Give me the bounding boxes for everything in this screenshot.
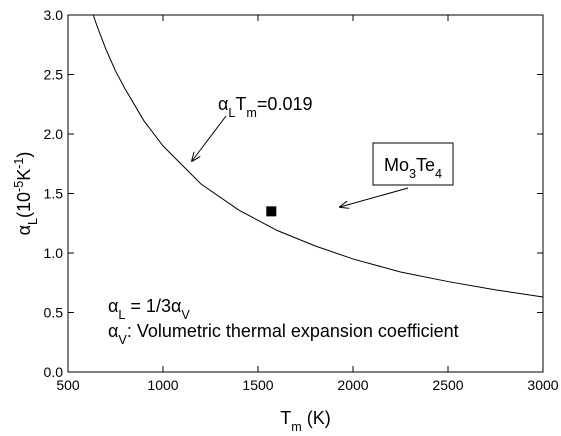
- annotation: αV: Volumetric thermal expansion coeffic…: [108, 321, 459, 347]
- text-part: T: [235, 94, 246, 114]
- x-tick-label: 2500: [432, 377, 463, 393]
- text-part: K: [14, 169, 34, 181]
- y-tick-label: 0.0: [44, 364, 64, 380]
- y-tick-label: 0.5: [44, 305, 64, 321]
- text-part: Mo: [384, 155, 409, 175]
- annotation: αLTm=0.019: [218, 94, 312, 120]
- text-part: L: [118, 308, 125, 322]
- text-part: α: [108, 296, 118, 316]
- x-tick-label: 3000: [527, 377, 558, 393]
- scatter-point: [266, 206, 277, 217]
- x-tick-label: 500: [56, 377, 80, 393]
- text-part: α: [218, 94, 228, 114]
- annotation: αL = 1/3αV: [108, 296, 190, 322]
- point-label: Mo3Te4: [384, 155, 442, 181]
- y-tick-label: 1.5: [44, 186, 64, 202]
- y-tick-label: 3.0: [44, 7, 64, 23]
- text-part: m: [291, 420, 302, 434]
- text-part: Te: [416, 155, 435, 175]
- y-tick-label: 2.5: [44, 67, 64, 83]
- text-part: 3: [409, 167, 416, 181]
- arrow: [192, 115, 227, 161]
- text-part: L: [228, 106, 235, 120]
- text-part: : Volumetric thermal expansion coefficie…: [127, 321, 459, 341]
- text-part: ): [14, 152, 34, 158]
- text-part: (K): [302, 408, 331, 428]
- text-part: V: [181, 308, 190, 322]
- text-part: 4: [435, 167, 442, 181]
- text-part: -5: [12, 181, 26, 192]
- label-box: [372, 142, 454, 186]
- text-part: α: [14, 225, 34, 235]
- text-part: = 1/3α: [125, 296, 181, 316]
- line: [92, 14, 544, 298]
- text-part: T: [280, 408, 291, 428]
- text-part: (10: [14, 192, 34, 218]
- x-tick-label: 2000: [337, 377, 368, 393]
- text-part: =0.019: [257, 94, 313, 114]
- x-tick-label: 1000: [147, 377, 178, 393]
- text-part: m: [246, 106, 257, 120]
- x-axis-label: Tm (K): [280, 408, 331, 434]
- arrow: [340, 187, 409, 207]
- plot-frame: [67, 14, 544, 373]
- y-tick-label: 1.0: [44, 245, 64, 261]
- text-part: -1: [12, 158, 26, 169]
- x-tick-label: 1500: [242, 377, 273, 393]
- y-tick-label: 2.0: [44, 126, 64, 142]
- text-part: α: [108, 321, 118, 341]
- text-part: L: [26, 218, 40, 225]
- y-axis-label: αL(10-5K-1): [12, 152, 40, 236]
- text-part: V: [118, 333, 127, 347]
